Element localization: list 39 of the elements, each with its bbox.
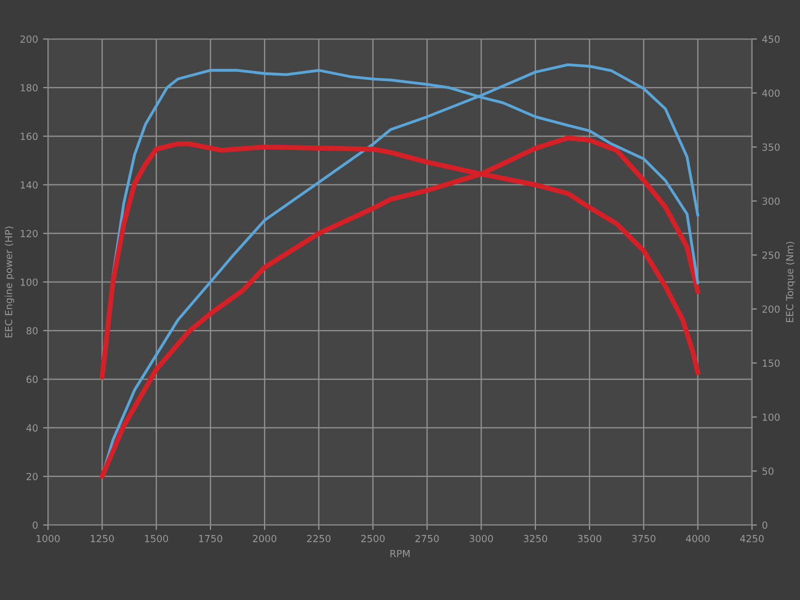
y2-tick-label: 400 xyxy=(762,89,780,97)
y2-tick-label: 450 xyxy=(762,35,780,43)
x-tick-label: 4250 xyxy=(740,534,764,542)
x-tick-label: 1500 xyxy=(145,534,168,542)
y2-tick-label: 350 xyxy=(762,143,780,151)
y2-axis-title: EEC Torque (Nm) xyxy=(786,242,796,322)
x-tick-label: 3250 xyxy=(524,534,548,542)
y2-tick-label: 150 xyxy=(762,359,780,367)
x-tick-label: 3750 xyxy=(632,534,656,542)
x-axis-title: RPM xyxy=(390,550,410,558)
x-tick-label: 1000 xyxy=(36,534,60,542)
y-tick-label: 120 xyxy=(20,230,38,238)
y2-tick-label: 250 xyxy=(762,251,780,259)
y-tick-label: 80 xyxy=(26,327,38,334)
y-tick-label: 40 xyxy=(26,424,38,432)
x-tick-label: 3500 xyxy=(578,534,602,542)
x-tick-label: 2000 xyxy=(252,534,276,542)
y-tick-label: 200 xyxy=(20,35,38,43)
y2-tick-label: 0 xyxy=(762,521,768,529)
y-tick-label: 60 xyxy=(26,376,38,384)
y-tick-label: 100 xyxy=(20,278,38,286)
x-tick-label: 2500 xyxy=(361,534,385,542)
line-series xyxy=(100,135,700,479)
y-tick-label: 0 xyxy=(32,521,38,529)
y-tick-label: 180 xyxy=(20,84,38,92)
x-tick-label: 2250 xyxy=(307,534,330,542)
x-tick-label: 3000 xyxy=(470,534,493,542)
x-tick-label: 1750 xyxy=(199,534,222,542)
x-tick-label: 2750 xyxy=(415,534,439,542)
y2-tick-label: 200 xyxy=(762,305,780,313)
y-tick-label: 140 xyxy=(20,181,38,189)
y2-tick-label: 50 xyxy=(762,467,774,475)
x-tick-label: 4000 xyxy=(686,534,710,542)
y2-tick-label: 100 xyxy=(762,413,780,421)
y-tick-label: 160 xyxy=(20,132,38,140)
x-tick-label: 1250 xyxy=(90,534,114,542)
y-tick-label: 20 xyxy=(26,472,38,480)
y-axis-title: EEC Engine power (HP) xyxy=(4,226,14,338)
y2-tick-label: 300 xyxy=(762,197,780,205)
